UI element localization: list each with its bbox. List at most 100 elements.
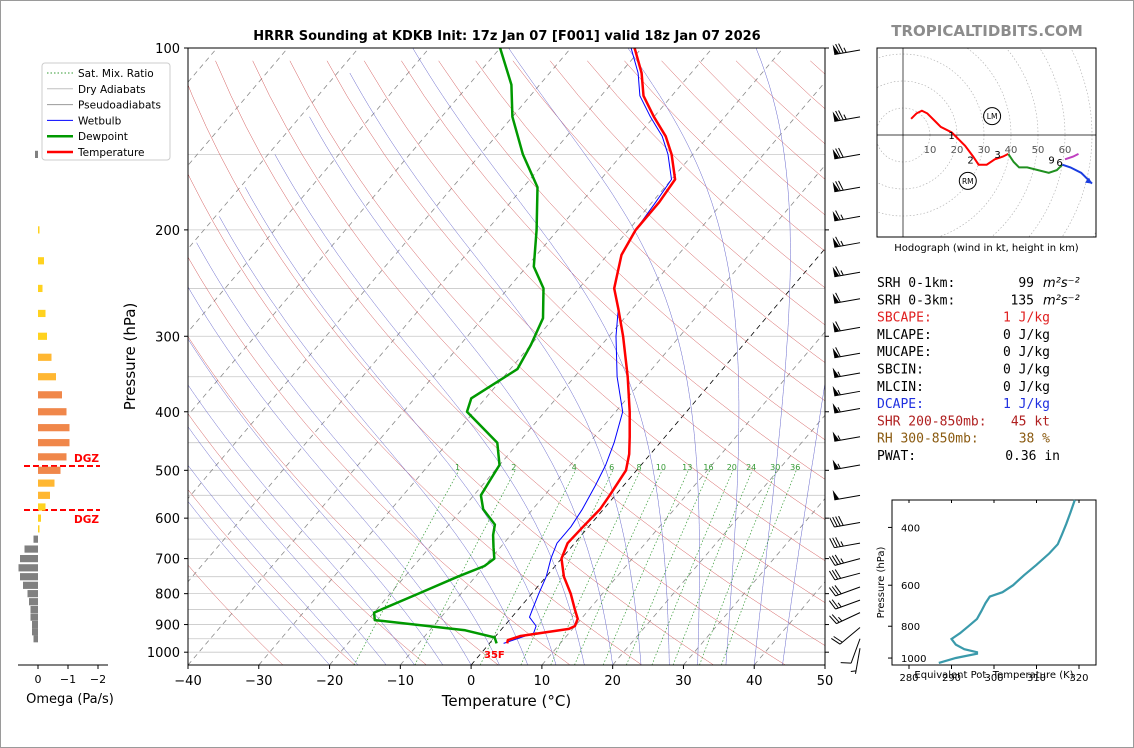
- barb-full: [840, 662, 852, 664]
- barb-staff: [834, 326, 861, 333]
- barb-staff: [834, 542, 861, 549]
- omega-bar: [33, 635, 38, 643]
- theta-e-y-label: 400: [901, 523, 920, 534]
- wind-barb: [828, 585, 861, 597]
- barb-staff: [834, 242, 861, 248]
- isotherm: [683, 497, 825, 665]
- y-tick-label: 700: [155, 553, 180, 568]
- omega-bar: [38, 309, 46, 318]
- barb-staff: [834, 153, 861, 160]
- stat-row: PWAT: 0.36 in: [877, 449, 1060, 464]
- stat-value: 45 kt: [1011, 414, 1050, 429]
- mixing-ratio-line: [699, 470, 777, 665]
- barb-full: [835, 516, 841, 527]
- skewt-plot: 1 2 4 6 8 10 13 16 20 24 30 36: [188, 48, 825, 665]
- stat-value: 0.36 in: [1005, 449, 1060, 464]
- barb-flag: [832, 367, 840, 378]
- omega-bar: [38, 466, 61, 474]
- theta-e-x-axis-label: Equivalent Pot. Temperature (K): [914, 670, 1073, 681]
- barb-full: [838, 515, 844, 526]
- omega-bar: [38, 408, 67, 416]
- wind-barb: [832, 236, 861, 248]
- moist-adiabat: [196, 242, 500, 665]
- barb-half: [840, 541, 844, 547]
- barb-half: [837, 389, 841, 396]
- barb-staff: [834, 215, 861, 222]
- barb-half: [837, 407, 841, 413]
- mixing-ratio-label: 36: [790, 463, 800, 472]
- wind-barb: [832, 292, 861, 304]
- barb-flag: [832, 322, 840, 332]
- dry-adiabat: [363, 60, 825, 521]
- barb-flag: [832, 44, 840, 55]
- hodo-segment: [910, 109, 956, 136]
- stat-row: RH 300-850mb: 38 %: [877, 432, 1050, 447]
- wind-barb: [832, 110, 861, 122]
- omega-bar: [38, 226, 40, 234]
- hodo-ring-label: 50: [1032, 145, 1045, 156]
- hodo-ring-label: 60: [1059, 145, 1072, 156]
- dry-adiabat: [289, 60, 825, 603]
- stat-row: MUCAPE: 0 J/kg: [877, 345, 1050, 360]
- hodo-height-label: 1: [948, 131, 954, 142]
- x-tick-label: −10: [387, 674, 414, 689]
- barb-full: [831, 614, 840, 623]
- isotherm: [612, 414, 825, 665]
- stat-label: SBCIN:: [877, 363, 924, 378]
- stat-row: DCAPE: 1 J/kg: [877, 397, 1050, 412]
- stat-unit: m²s⁻²: [1043, 276, 1080, 291]
- barb-full: [828, 556, 836, 566]
- y-tick-label: 900: [155, 619, 180, 634]
- moist-adiabat: [782, 381, 825, 665]
- stat-label: MUCAPE:: [877, 345, 932, 360]
- omega-bar: [29, 598, 38, 606]
- omega-bar: [20, 573, 38, 581]
- hodograph-inner: 10 20 30 40 50 60 1 2 3 69 LM RM: [877, 48, 1096, 237]
- moist-adiabats: [188, 48, 825, 665]
- x-tick-label: 0: [467, 674, 475, 689]
- dewpoint-profile: [372, 48, 545, 644]
- barb-flag: [832, 211, 840, 221]
- barb-full: [838, 180, 844, 191]
- dry-adiabat: [326, 60, 825, 562]
- stat-value: 0 J/kg: [1003, 363, 1050, 378]
- barb-flag: [832, 403, 840, 413]
- omega-bar: [38, 353, 52, 361]
- mixing-ratio-label: 20: [727, 463, 737, 472]
- skewt-axes-frame: [187, 47, 826, 666]
- mixing-ratio-label: 24: [746, 463, 756, 472]
- barb-staff: [834, 372, 861, 378]
- wind-barb: [832, 489, 861, 501]
- barb-flag: [832, 293, 840, 304]
- stat-value: 38 %: [1019, 432, 1050, 447]
- x-tick-label: 40: [746, 674, 763, 689]
- wind-barb: [829, 515, 861, 528]
- barb-half: [840, 558, 845, 564]
- omega-bar: [32, 620, 38, 629]
- barb-staff: [854, 648, 861, 674]
- barb-full: [828, 600, 836, 610]
- stat-value: 1 J/kg: [1003, 311, 1050, 326]
- barb-flag: [832, 149, 840, 159]
- barb-flag: [832, 489, 840, 500]
- barb-full: [829, 517, 835, 528]
- mixing-ratio-label: 1: [455, 463, 460, 472]
- x-axis-label: Temperature (°C): [441, 692, 571, 710]
- omega-bar: [18, 564, 38, 572]
- stat-value: 0 J/kg: [1003, 345, 1050, 360]
- dry-adiabat: [188, 256, 571, 665]
- barb-full: [838, 110, 844, 121]
- hodo-ring-label: 10: [924, 145, 937, 156]
- wind-barb: [832, 147, 861, 160]
- barb-full: [835, 321, 841, 332]
- barb-flag: [832, 266, 840, 277]
- barb-full: [835, 347, 841, 357]
- chart-title: HRRR Sounding at KDKB Init: 17z Jan 07 […: [253, 29, 760, 44]
- theta-e-y-label: 1000: [901, 654, 926, 665]
- watermark: TROPICALTIDBITS.COM: [891, 22, 1083, 40]
- barb-staff: [835, 599, 861, 610]
- dry-adiabat: [401, 60, 825, 480]
- isotherm: [753, 581, 825, 665]
- hodo-segment: [1064, 153, 1079, 161]
- omega-bar: [38, 284, 43, 293]
